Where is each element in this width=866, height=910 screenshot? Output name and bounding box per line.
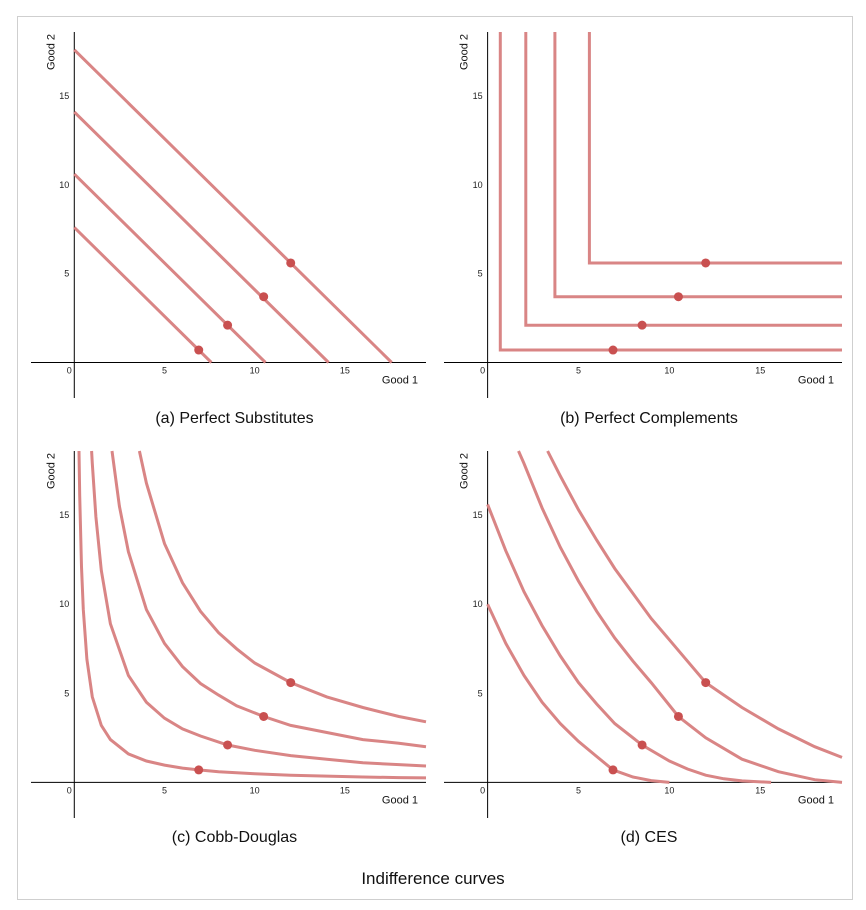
x-axis-label: Good 1 bbox=[798, 374, 834, 386]
indifference-curve-4 bbox=[73, 48, 393, 364]
indifference-curve-4 bbox=[587, 32, 842, 265]
y-axis-label: Good 2 bbox=[45, 34, 57, 70]
x-tick-label: 0 bbox=[67, 365, 72, 375]
bundle-point-2 bbox=[637, 320, 647, 330]
panel-c: 0 5 10 15 5 10 15 Good 1 Good 2 (c) Cobb-Douglas bbox=[31, 450, 427, 846]
indifference-curve-2 bbox=[73, 173, 267, 364]
indifference-curve-3 bbox=[110, 450, 427, 749]
x-tick-label: 10 bbox=[664, 365, 674, 375]
indifference-curve-2 bbox=[524, 32, 842, 327]
bundle-point-2 bbox=[223, 740, 233, 750]
indifference-curve-4 bbox=[546, 450, 843, 759]
panel-caption: (a) Perfect Substitutes bbox=[155, 410, 313, 427]
x-tick-label: 0 bbox=[480, 785, 485, 795]
indifference-curve-3 bbox=[73, 110, 330, 364]
bundle-point-3 bbox=[673, 292, 683, 302]
x-tick-label: 5 bbox=[162, 365, 167, 375]
x-tick-label: 10 bbox=[250, 365, 260, 375]
y-tick-label: 5 bbox=[478, 269, 483, 279]
x-tick-label: 5 bbox=[576, 785, 581, 795]
y-tick-label: 10 bbox=[473, 599, 483, 609]
bundle-point-1 bbox=[194, 345, 204, 355]
x-tick-label: 0 bbox=[480, 365, 485, 375]
x-axis-label: Good 1 bbox=[382, 374, 418, 386]
indifference-curve-4 bbox=[137, 450, 427, 724]
bundle-point-3 bbox=[673, 711, 683, 721]
x-tick-label: 15 bbox=[340, 365, 350, 375]
bundle-point-2 bbox=[637, 740, 647, 750]
panel-a: 0 5 10 15 5 10 15 Good 1 Good 2 (a) Perfect Subst… bbox=[31, 32, 426, 427]
bundle-point-1 bbox=[608, 345, 618, 355]
bundle-point-1 bbox=[194, 765, 204, 775]
indifference-curve-1 bbox=[486, 603, 670, 784]
bundle-point-4 bbox=[286, 258, 296, 268]
x-tick-label: 15 bbox=[755, 785, 765, 795]
y-tick-label: 10 bbox=[59, 599, 69, 609]
indifference-curve-3 bbox=[553, 32, 842, 299]
y-tick-label: 10 bbox=[59, 180, 69, 190]
y-tick-label: 15 bbox=[59, 510, 69, 520]
y-tick-label: 5 bbox=[64, 688, 69, 698]
x-tick-label: 5 bbox=[576, 365, 581, 375]
bundle-point-4 bbox=[286, 678, 296, 688]
x-tick-label: 10 bbox=[664, 785, 674, 795]
indifference-curve-1 bbox=[77, 450, 427, 780]
indifference-curve-3 bbox=[517, 450, 843, 784]
x-tick-label: 15 bbox=[340, 785, 350, 795]
figure-frame bbox=[17, 16, 853, 900]
panel-caption: (c) Cobb-Douglas bbox=[172, 829, 297, 846]
y-axis-label: Good 2 bbox=[459, 34, 471, 70]
x-axis-label: Good 1 bbox=[382, 794, 418, 806]
panel-caption: (d) CES bbox=[621, 829, 678, 846]
y-tick-label: 5 bbox=[478, 688, 483, 698]
y-tick-label: 5 bbox=[64, 269, 69, 279]
bundle-point-1 bbox=[608, 765, 618, 775]
indifference-curve-2 bbox=[486, 503, 772, 784]
x-tick-label: 15 bbox=[755, 365, 765, 375]
x-axis-label: Good 1 bbox=[798, 794, 834, 806]
indifference-curve-2 bbox=[90, 450, 427, 768]
x-tick-label: 10 bbox=[250, 785, 260, 795]
bundle-point-3 bbox=[259, 292, 269, 302]
y-tick-label: 15 bbox=[473, 91, 483, 101]
bundle-point-2 bbox=[223, 320, 233, 330]
x-tick-label: 5 bbox=[162, 785, 167, 795]
indifference-curve-1 bbox=[498, 32, 842, 352]
panel-d: 0 5 10 15 5 10 15 Good 1 Good 2 (d) CES bbox=[444, 450, 843, 846]
panel-caption: (b) Perfect Complements bbox=[560, 410, 738, 427]
y-axis-label: Good 2 bbox=[45, 453, 57, 489]
bundle-point-3 bbox=[259, 711, 269, 721]
figure-title: Indifference curves bbox=[361, 869, 504, 888]
y-axis-label: Good 2 bbox=[459, 453, 471, 489]
x-tick-label: 0 bbox=[67, 785, 72, 795]
panel-b: 0 5 10 15 5 10 15 Good 1 Good 2 (b) Perfect Compl… bbox=[444, 32, 842, 427]
y-tick-label: 15 bbox=[473, 510, 483, 520]
bundle-point-4 bbox=[701, 678, 711, 688]
indifference-curve-1 bbox=[73, 226, 213, 364]
bundle-point-4 bbox=[701, 258, 711, 268]
y-tick-label: 15 bbox=[59, 91, 69, 101]
y-tick-label: 10 bbox=[473, 180, 483, 190]
